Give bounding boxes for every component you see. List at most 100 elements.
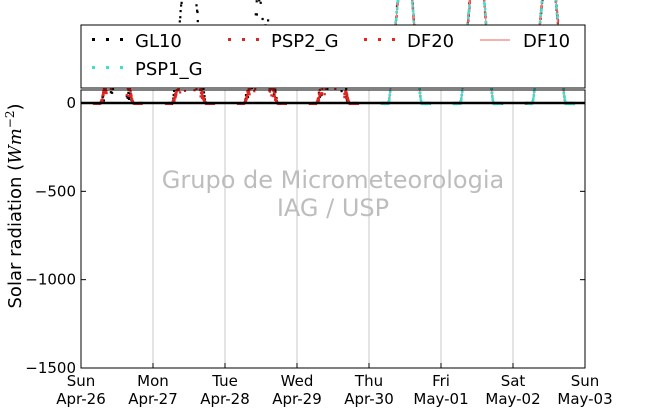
data-point (179, 16, 182, 19)
data-point (267, 19, 270, 22)
data-point (555, 3, 558, 7)
data-point (345, 91, 348, 94)
y-tick-label: −1000 (25, 271, 76, 289)
data-point (259, 1, 262, 4)
x-tick-label-day: Sun (571, 372, 600, 390)
data-point (317, 99, 320, 102)
data-point (202, 91, 206, 94)
data-point (334, 87, 337, 90)
data-point (199, 95, 202, 98)
data-point (125, 95, 128, 98)
data-point (467, 16, 470, 20)
data-point (412, 12, 415, 16)
y-tick-label: −500 (35, 182, 76, 200)
y-tick-label: −1500 (25, 359, 76, 377)
data-point (396, 0, 399, 4)
data-point (175, 93, 178, 96)
data-point (200, 90, 203, 94)
legend-label: DF10 (523, 31, 570, 52)
y-axis-title: Solar radiation (Wm−2) (3, 103, 26, 308)
data-point (174, 91, 177, 95)
data-point (411, 9, 415, 12)
watermark-line-1: Grupo de Micrometeorologia (162, 166, 504, 194)
data-point (490, 87, 493, 91)
data-point (346, 93, 349, 96)
x-tick-label-day: Mon (137, 372, 169, 390)
plot-border (80, 89, 586, 369)
data-point (321, 88, 324, 91)
data-point (271, 95, 275, 98)
data-point (248, 93, 251, 96)
data-point (467, 11, 470, 15)
axis-ticks: 0−500−1000−1500SunApr-26MonApr-27TueApr-… (25, 94, 612, 408)
legend-label: GL10 (135, 31, 182, 52)
watermark-line-2: IAG / USP (277, 194, 389, 222)
data-point (245, 99, 248, 102)
data-point (538, 20, 542, 24)
x-tick-label-date: Apr-27 (128, 390, 178, 408)
legend-dot-marker (242, 38, 245, 41)
data-point (483, 7, 487, 11)
data-point (196, 9, 199, 12)
data-point (460, 90, 464, 93)
data-point (201, 95, 204, 98)
data-point (104, 87, 107, 91)
data-point (345, 96, 348, 100)
data-point (128, 96, 131, 99)
data-point (555, 12, 559, 16)
data-point (105, 89, 108, 92)
data-point (343, 92, 346, 96)
x-tick-label-date: May-03 (557, 390, 612, 408)
data-point (179, 91, 182, 94)
data-point (484, 13, 487, 16)
x-tick-label-date: Apr-28 (200, 390, 250, 408)
data-point (540, 1, 544, 4)
data-point (254, 13, 257, 16)
data-point (388, 90, 392, 93)
data-point (340, 90, 343, 93)
y-tick-label: 0 (66, 94, 76, 112)
data-point (388, 93, 391, 97)
data-point (460, 93, 463, 97)
data-point (111, 91, 114, 94)
data-point (346, 95, 349, 98)
legend-box (80, 24, 586, 89)
x-tick-label-day: Tue (211, 372, 238, 390)
data-point (125, 93, 128, 97)
data-point (203, 95, 206, 98)
data-point (174, 96, 177, 99)
data-point (177, 87, 180, 91)
data-point (317, 96, 321, 99)
x-tick-label-day: Wed (281, 372, 314, 390)
legend-label: PSP2_G (271, 31, 339, 52)
data-point (468, 5, 471, 8)
x-tick-label-date: May-01 (413, 390, 468, 408)
data-point (321, 92, 324, 95)
data-point (554, 0, 558, 2)
data-point (268, 90, 272, 93)
data-point (395, 6, 399, 10)
x-tick-label-day: Sat (501, 372, 526, 390)
data-point (532, 90, 536, 93)
legend-item-df20: DF20 (364, 31, 454, 52)
data-point (246, 90, 249, 93)
data-point (491, 95, 494, 98)
grid-lines (152, 90, 514, 368)
data-point (467, 9, 471, 12)
legend-item-psp2-g: PSP2_G (228, 31, 339, 52)
data-point (395, 11, 398, 14)
legend-dot-marker (228, 38, 231, 41)
data-point (103, 90, 106, 93)
data-point (490, 91, 494, 94)
data-point (179, 10, 182, 13)
legend-dot-marker (256, 38, 259, 41)
data-point (460, 97, 463, 100)
data-point (126, 96, 129, 99)
data-point (387, 100, 391, 103)
data-point (201, 96, 204, 99)
legend-item-gl10: GL10 (92, 31, 182, 52)
data-point (412, 20, 416, 24)
data-point (129, 90, 132, 93)
data-point (268, 88, 271, 91)
data-point (459, 100, 463, 103)
